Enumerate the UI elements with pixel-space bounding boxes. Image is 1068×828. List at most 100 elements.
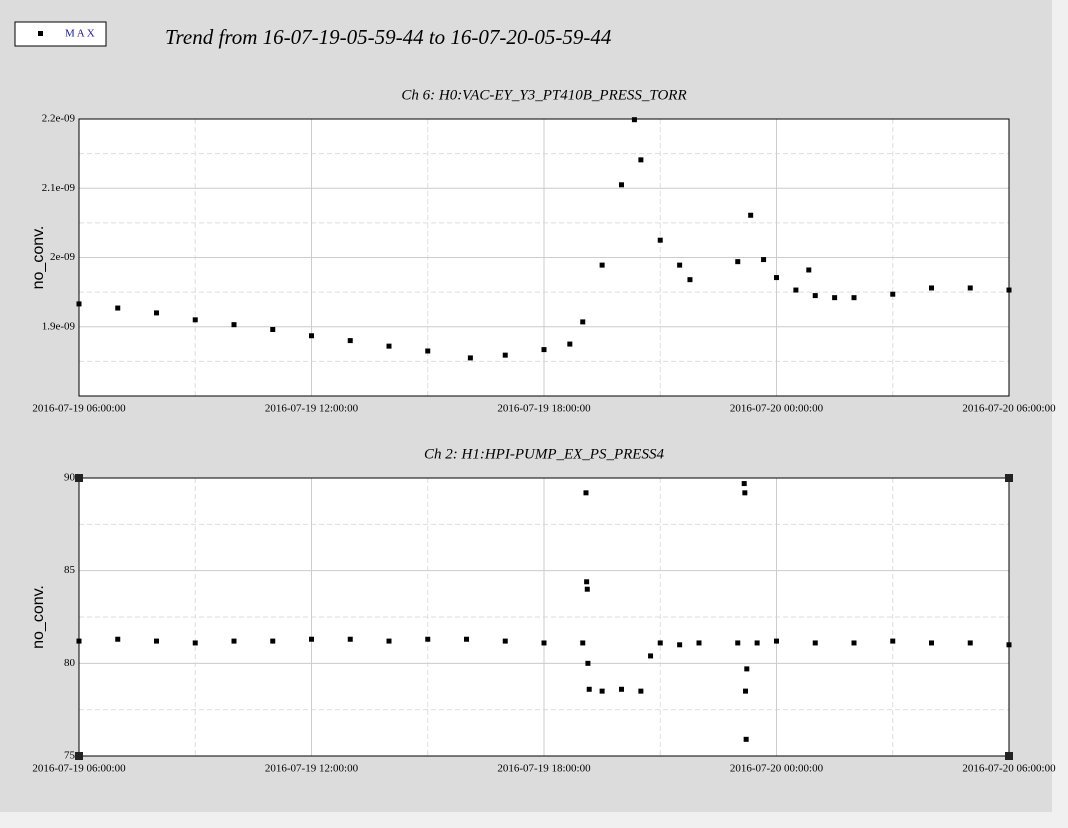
data-point — [967, 640, 973, 646]
data-point — [541, 347, 547, 353]
data-point — [687, 277, 693, 283]
corner-marker — [1005, 752, 1013, 760]
data-point — [638, 157, 644, 163]
y-axis-label: no_conv. — [30, 585, 47, 649]
data-point — [631, 117, 637, 123]
data-point — [76, 638, 82, 644]
data-point — [748, 212, 754, 218]
data-point — [806, 267, 812, 273]
data-point — [580, 640, 586, 646]
x-tick-label: 2016-07-20 00:00:00 — [730, 403, 824, 415]
data-point — [742, 490, 748, 496]
data-point — [386, 343, 392, 349]
x-tick-label: 2016-07-19 12:00:00 — [265, 403, 359, 415]
data-point — [735, 640, 741, 646]
data-point — [309, 333, 314, 339]
data-point — [743, 736, 749, 742]
data-point — [851, 295, 857, 301]
y-tick-label: 80 — [64, 657, 76, 669]
data-point — [192, 640, 198, 646]
page-title: Trend from 16-07-19-05-59-44 to 16-07-20… — [165, 25, 612, 49]
data-point — [154, 638, 159, 644]
data-point — [115, 305, 121, 311]
plot-frame — [78, 477, 1010, 757]
data-point — [502, 352, 508, 358]
x-tick-label: 2016-07-19 18:00:00 — [497, 763, 591, 775]
data-point — [231, 322, 237, 328]
data-point — [1006, 642, 1012, 648]
data-point — [231, 638, 237, 644]
data-point — [580, 319, 586, 325]
data-point — [619, 182, 624, 188]
data-point — [812, 640, 818, 646]
data-point — [967, 285, 973, 291]
y-tick-label: 2e-09 — [50, 251, 76, 263]
data-point — [812, 293, 818, 299]
data-point — [584, 586, 590, 592]
data-point — [648, 653, 654, 659]
legend-marker — [38, 31, 43, 36]
data-point — [425, 348, 431, 354]
x-tick-label: 2016-07-19 18:00:00 — [497, 403, 591, 415]
data-point — [154, 310, 159, 316]
data-point — [677, 642, 683, 648]
data-point — [347, 636, 353, 642]
data-point — [851, 640, 857, 646]
corner-marker — [75, 752, 83, 760]
data-point — [115, 636, 121, 642]
data-point — [583, 490, 589, 496]
data-point — [929, 640, 934, 646]
data-point — [425, 636, 431, 642]
data-point — [467, 355, 473, 361]
plot-frame — [78, 118, 1010, 397]
data-point — [541, 640, 547, 646]
data-point — [584, 579, 590, 585]
data-point — [774, 275, 779, 281]
data-point — [735, 259, 741, 265]
x-tick-label: 2016-07-20 06:00:00 — [962, 763, 1056, 775]
data-point — [657, 237, 663, 243]
chart-title: Ch 2: H1:HPI-PUMP_EX_PS_PRESS4 — [424, 446, 664, 462]
data-point — [1006, 287, 1012, 293]
data-point — [386, 638, 392, 644]
data-point — [744, 666, 750, 672]
x-tick-label: 2016-07-20 00:00:00 — [730, 763, 824, 775]
data-point — [657, 640, 663, 646]
data-point — [309, 636, 314, 642]
data-point — [464, 636, 469, 642]
x-tick-label: 2016-07-19 12:00:00 — [265, 763, 359, 775]
data-point — [793, 287, 799, 293]
data-point — [929, 285, 934, 291]
chart-title: Ch 6: H0:VAC-EY_Y3_PT410B_PRESS_TORR — [401, 87, 686, 103]
y-tick-label: 2.1e-09 — [42, 182, 76, 194]
y-tick-label: 75 — [64, 750, 76, 762]
data-point — [743, 688, 748, 694]
data-point — [502, 638, 508, 644]
data-point — [638, 688, 644, 694]
data-point — [599, 262, 605, 268]
x-tick-label: 2016-07-20 06:00:00 — [962, 403, 1056, 415]
data-point — [76, 301, 82, 307]
y-tick-label: 90 — [64, 472, 76, 484]
data-point — [832, 295, 838, 301]
data-point — [677, 262, 683, 268]
data-point — [270, 327, 276, 333]
data-point — [774, 638, 779, 644]
data-point — [586, 686, 592, 692]
data-point — [754, 640, 760, 646]
data-point — [761, 257, 767, 263]
data-point — [599, 688, 605, 694]
data-point — [890, 291, 896, 297]
y-tick-label: 2.2e-09 — [42, 113, 76, 125]
data-point — [619, 686, 624, 692]
corner-marker — [1005, 474, 1013, 482]
data-point — [270, 638, 276, 644]
y-tick-label: 1.9e-09 — [42, 320, 76, 332]
data-point — [696, 640, 702, 646]
corner-marker — [75, 474, 83, 482]
data-point — [192, 317, 198, 323]
x-tick-label: 2016-07-19 06:00:00 — [32, 763, 126, 775]
y-axis-label: no_conv. — [30, 226, 47, 290]
legend-label: MAX — [65, 28, 97, 40]
